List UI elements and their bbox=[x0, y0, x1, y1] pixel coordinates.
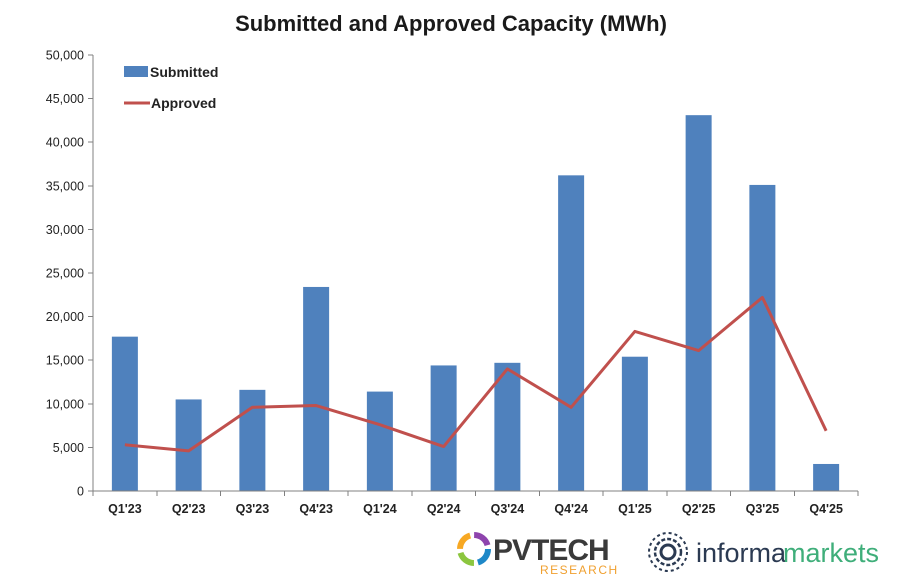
legend: Submitted Approved bbox=[124, 64, 218, 111]
x-tick-label: Q2'23 bbox=[172, 502, 206, 516]
bar-submitted bbox=[239, 389, 266, 491]
y-tick-label: 10,000 bbox=[46, 397, 84, 411]
bar-submitted bbox=[621, 356, 648, 491]
informa-rings-icon bbox=[648, 532, 688, 572]
x-tick-label: Q2'24 bbox=[427, 502, 461, 516]
bar-submitted bbox=[749, 184, 776, 492]
y-tick-label: 30,000 bbox=[46, 223, 84, 237]
bar-submitted bbox=[813, 463, 840, 491]
x-tick-label: Q3'25 bbox=[746, 502, 780, 516]
bars-submitted bbox=[111, 115, 840, 492]
y-tick-label: 50,000 bbox=[46, 49, 84, 63]
y-tick-label: 5,000 bbox=[53, 441, 84, 455]
chart-title: Submitted and Approved Capacity (MWh) bbox=[235, 11, 667, 36]
pvtech-wordmark: PVTECH bbox=[493, 534, 609, 567]
y-tick-label: 35,000 bbox=[46, 179, 84, 193]
y-axis: 0 5,000 10,000 15,000 20,000 25,000 30,000 35,0… bbox=[46, 49, 94, 499]
x-tick-label: Q4'23 bbox=[299, 502, 333, 516]
y-tick-label: 20,000 bbox=[46, 310, 84, 324]
bar-submitted bbox=[430, 365, 457, 491]
x-tick-label: Q1'25 bbox=[618, 502, 652, 516]
pvtech-logo: PVTECH RESEARCH bbox=[457, 532, 619, 577]
line-approved bbox=[124, 295, 828, 453]
markets-wordmark: markets bbox=[783, 538, 879, 568]
bar-submitted bbox=[558, 175, 585, 491]
x-tick-label: Q1'23 bbox=[108, 502, 142, 516]
y-tick-label: 15,000 bbox=[46, 354, 84, 368]
y-tick-label: 40,000 bbox=[46, 136, 84, 150]
y-tick-label: 45,000 bbox=[46, 92, 84, 106]
bar-submitted bbox=[111, 336, 138, 491]
bar-submitted bbox=[303, 286, 330, 491]
x-tick-label: Q4'24 bbox=[554, 502, 588, 516]
legend-label-approved: Approved bbox=[151, 95, 216, 111]
bar-submitted bbox=[685, 115, 712, 491]
x-tick-label: Q3'23 bbox=[236, 502, 270, 516]
bar-submitted bbox=[366, 391, 393, 491]
legend-label-submitted: Submitted bbox=[150, 64, 218, 80]
approved-line bbox=[124, 295, 828, 453]
x-axis: Q1'23 Q2'23 Q3'23 Q4'23 Q1'24 Q2'24 Q3'24 Q4'24… bbox=[92, 490, 859, 516]
x-tick-label: Q4'25 bbox=[809, 502, 843, 516]
informa-wordmark: informa bbox=[696, 538, 787, 568]
x-tick-label: Q2'25 bbox=[682, 502, 716, 516]
x-tick-label: Q1'24 bbox=[363, 502, 397, 516]
pvtech-swirl-icon bbox=[457, 532, 491, 566]
legend-swatch-submitted bbox=[124, 66, 148, 77]
pvtech-research-wordmark: RESEARCH bbox=[540, 563, 619, 577]
x-tick-label: Q3'24 bbox=[491, 502, 525, 516]
y-tick-label: 25,000 bbox=[46, 267, 84, 281]
y-tick-label: 0 bbox=[77, 485, 84, 499]
informa-markets-logo: informa markets bbox=[648, 532, 879, 572]
bar-submitted bbox=[494, 362, 521, 491]
